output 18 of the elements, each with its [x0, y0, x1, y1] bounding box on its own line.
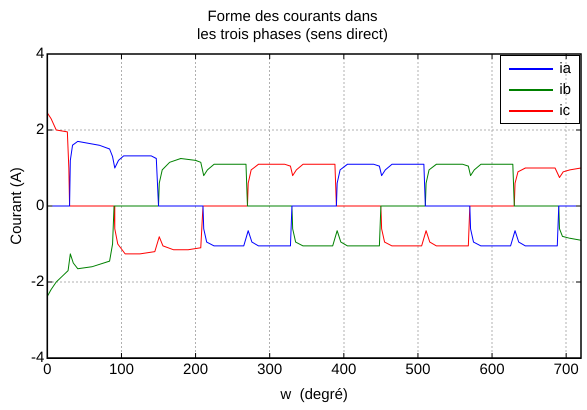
x-tick-label: 200 [183, 361, 208, 378]
y-tick-label: 2 [36, 121, 44, 138]
y-tick-label: 0 [36, 197, 44, 214]
x-tick-label: 400 [331, 361, 356, 378]
legend-label: ic [559, 101, 570, 121]
legend-label: ia [559, 59, 571, 79]
y-tick-label: 4 [36, 45, 44, 62]
x-axis-title: w (degré) [279, 386, 348, 404]
x-tick-label: 700 [554, 361, 579, 378]
x-tick-label: 300 [257, 361, 282, 378]
legend-label: ib [559, 80, 571, 100]
x-tick-label: 600 [480, 361, 505, 378]
chart-title: Forme des courants dans les trois phases (sens direct) [197, 8, 388, 44]
y-axis-title: Courant (A) [8, 167, 26, 245]
x-tick-label: 500 [405, 361, 430, 378]
y-tick-label: -2 [30, 273, 44, 290]
y-tick-label: -4 [30, 349, 44, 366]
x-tick-label: 100 [108, 361, 134, 378]
